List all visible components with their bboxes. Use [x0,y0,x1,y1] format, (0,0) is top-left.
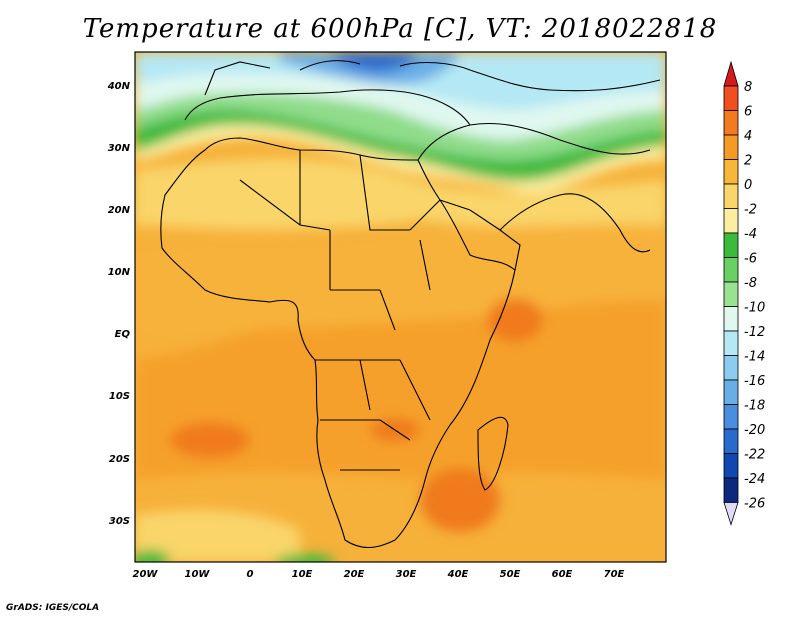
lon-label: 10E [292,569,313,580]
lon-label: 70E [604,569,625,580]
lat-label: 30S [109,516,130,527]
latitude-axis: 40N 30N 20N 10N EQ 10S 20S 30S [107,81,131,527]
lon-label: 20E [344,569,365,580]
colorbar-swatch [723,404,739,430]
colorbar-swatch [723,134,739,160]
colorbar-label: -12 [744,325,765,340]
colorbar-label: 6 [744,105,752,120]
colorbar-label: -18 [744,399,765,414]
lat-label: 20N [108,205,131,216]
colorbar-min-arrow [723,502,739,526]
lat-label: 10N [108,267,131,278]
colorbar-label: -16 [744,374,765,389]
colorbar-label: -6 [744,252,757,267]
colorbar-max-arrow [723,60,739,87]
colorbar-swatch [723,306,739,332]
colorbar-label: 4 [744,129,752,144]
colorbar-swatch [723,428,739,454]
lon-label: 60E [552,569,573,580]
colorbar-swatch [723,183,739,209]
longitude-axis: 20W 10W 0 10E 20E 30E 40E 50E 60E 70E [133,569,625,580]
plot-frame [134,51,667,563]
colorbar-swatch [723,85,739,111]
colorbar-label: -8 [744,276,757,291]
colorbar-label: 0 [744,178,752,193]
colorbar-label: -22 [744,448,765,463]
colorbar-swatch [723,110,739,136]
colorbar-swatch [723,355,739,381]
colorbar-swatch [723,208,739,234]
colorbar-label: 2 [744,154,752,169]
colorbar-label: -20 [744,423,765,438]
colorbar-label: -2 [744,203,757,218]
map-title: Temperature at 600hPa [C], VT: 201802281… [82,14,718,44]
colorbar-label: -26 [744,497,765,512]
lon-label: 40E [447,569,469,580]
lon-label: 50E [500,569,521,580]
lon-label: 10W [185,569,211,580]
lon-label: 30E [396,569,417,580]
lat-label: 40N [107,81,131,92]
colorbar-swatch [723,281,739,307]
colorbar-swatch [723,257,739,283]
colorbar-swatch [723,477,739,503]
colorbar-swatch [723,232,739,258]
lat-label: 20S [109,454,130,465]
lon-label: 20W [133,569,159,580]
colorbar-swatch [723,330,739,356]
lat-label: 10S [109,391,130,402]
footer-credit: GrADS: IGES/COLA [6,603,100,613]
colorbar-label: 8 [744,80,752,95]
colorbar-swatch [723,379,739,405]
colorbar-label: -14 [744,350,765,365]
colorbar-label: -4 [744,227,757,242]
colorbar-label: -10 [744,301,765,316]
coastlines [160,60,661,549]
colorbar-swatch [723,453,739,479]
colorbar: 8 6 4 2 0 -2 -4 -6 -8 -10 -12 -14 -16 -18 -20 -22 -24 -26 [723,60,765,526]
lat-label: EQ [115,329,131,340]
colorbar-swatch [723,159,739,185]
lat-label: 30N [108,143,131,154]
lon-label: 0 [247,569,254,580]
colorbar-label: -24 [744,472,765,487]
temperature-field [135,52,666,562]
